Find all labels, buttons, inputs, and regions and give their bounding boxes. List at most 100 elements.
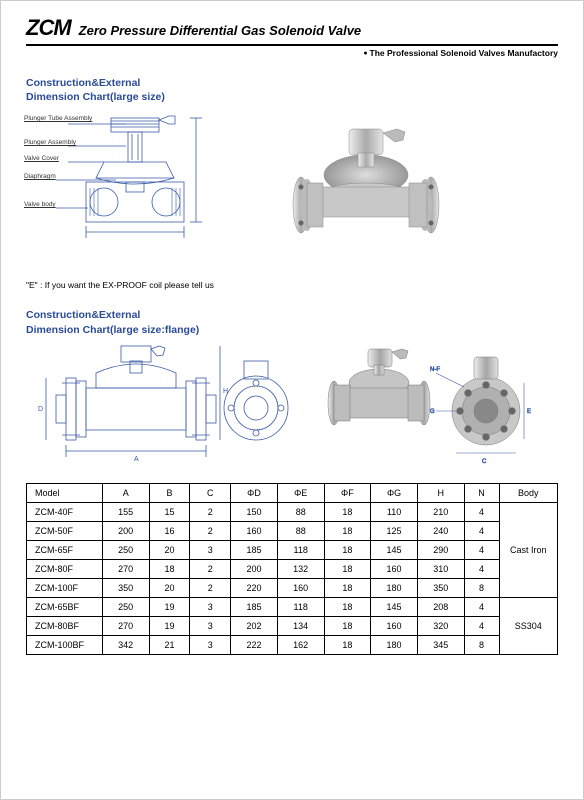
table-cell: 345 (417, 635, 464, 654)
table-cell: 342 (102, 635, 149, 654)
col-n: N (464, 483, 499, 502)
header-row: ZCM Zero Pressure Differential Gas Solen… (26, 15, 558, 41)
svg-text:G: G (430, 409, 435, 415)
section1-heading: Construction&External Dimension Chart(la… (26, 76, 558, 104)
divider (26, 44, 558, 46)
table-cell: 118 (277, 540, 324, 559)
logo: ZCM (26, 15, 71, 41)
valve-photo-large (256, 110, 466, 270)
table-cell: 202 (231, 616, 278, 635)
table-cell: 88 (277, 521, 324, 540)
dimension-table: Model A B C ΦD ΦE ΦF ΦG H N Body ZCM-40F… (26, 483, 558, 655)
table-row: ZCM-80F270182200132181603104 (27, 559, 558, 578)
table-cell: 145 (371, 597, 418, 616)
col-e: ΦE (277, 483, 324, 502)
label-valve-cover: Valve Cover (24, 155, 59, 162)
table-cell: 2 (190, 559, 231, 578)
table-cell: 134 (277, 616, 324, 635)
col-h: H (417, 483, 464, 502)
table-cell: ZCM-100F (27, 578, 103, 597)
heading-text: Construction&External (26, 77, 140, 89)
table-cell: 180 (371, 578, 418, 597)
table-cell: 180 (371, 635, 418, 654)
table-cell: 160 (277, 578, 324, 597)
table-cell: 200 (231, 559, 278, 578)
table-cell: 8 (464, 635, 499, 654)
table-cell: ZCM-50F (27, 521, 103, 540)
table-cell: ZCM-65F (27, 540, 103, 559)
table-cell: 20 (149, 540, 190, 559)
svg-text:A: A (134, 456, 139, 463)
table-cell: 4 (464, 521, 499, 540)
body-material-cell: Cast Iron (499, 502, 557, 597)
tagline: The Professional Solenoid Valves Manufac… (26, 48, 558, 58)
table-cell: 160 (231, 521, 278, 540)
table-cell: 250 (102, 540, 149, 559)
table-cell: 350 (417, 578, 464, 597)
table-cell: 3 (190, 597, 231, 616)
col-model: Model (27, 483, 103, 502)
table-cell: 320 (417, 616, 464, 635)
table-cell: ZCM-100BF (27, 635, 103, 654)
table-cell: 18 (324, 521, 371, 540)
table-cell: 250 (102, 597, 149, 616)
table-cell: ZCM-65BF (27, 597, 103, 616)
table-row: ZCM-100BF342213222162181803458 (27, 635, 558, 654)
table-cell: 15 (149, 502, 190, 521)
col-b: B (149, 483, 190, 502)
table-cell: 8 (464, 578, 499, 597)
table-row: ZCM-80BF270193202134181603204 (27, 616, 558, 635)
label-plunger: Plunger Assembly (24, 139, 76, 146)
table-cell: 222 (231, 635, 278, 654)
table-cell: 18 (324, 502, 371, 521)
table-cell: 118 (277, 597, 324, 616)
table-cell: 3 (190, 616, 231, 635)
table-row: ZCM-65F250203185118181452904 (27, 540, 558, 559)
table-cell: 290 (417, 540, 464, 559)
svg-text:D: D (38, 406, 43, 413)
label-diaphragm: Diaphragm (24, 173, 56, 180)
table-row: ZCM-40F15515215088181102104Cast Iron (27, 502, 558, 521)
svg-text:N-F: N-F (430, 367, 440, 373)
upper-row: Plunger Tube Assembly Plunger Assembly V… (26, 110, 558, 270)
table-cell: 210 (417, 502, 464, 521)
col-f: ΦF (324, 483, 371, 502)
col-body: Body (499, 483, 557, 502)
table-cell: 18 (324, 597, 371, 616)
table-cell: 350 (102, 578, 149, 597)
table-cell: 200 (102, 521, 149, 540)
table-cell: ZCM-80F (27, 559, 103, 578)
table-cell: 4 (464, 616, 499, 635)
table-body: ZCM-40F15515215088181102104Cast IronZCM-… (27, 502, 558, 654)
svg-text:H: H (223, 388, 228, 395)
table-cell: 132 (277, 559, 324, 578)
section2-heading: Construction&External Dimension Chart(la… (26, 308, 558, 336)
table-cell: 4 (464, 540, 499, 559)
table-cell: 155 (102, 502, 149, 521)
table-cell: 160 (371, 559, 418, 578)
table-cell: 4 (464, 502, 499, 521)
heading-text: Dimension Chart(large size:flange) (26, 324, 199, 336)
table-cell: 88 (277, 502, 324, 521)
table-cell: 185 (231, 597, 278, 616)
table-cell: 185 (231, 540, 278, 559)
table-cell: ZCM-40F (27, 502, 103, 521)
table-cell: 310 (417, 559, 464, 578)
product-title: Zero Pressure Differential Gas Solenoid … (79, 23, 362, 38)
col-g: ΦG (371, 483, 418, 502)
table-cell: 150 (231, 502, 278, 521)
table-header-row: Model A B C ΦD ΦE ΦF ΦG H N Body (27, 483, 558, 502)
table-cell: 270 (102, 616, 149, 635)
table-row: ZCM-65BF250193185118181452084SS304 (27, 597, 558, 616)
table-cell: 240 (417, 521, 464, 540)
table-cell: 160 (371, 616, 418, 635)
table-cell: 110 (371, 502, 418, 521)
table-cell: 2 (190, 521, 231, 540)
table-cell: ZCM-80BF (27, 616, 103, 635)
valve-photo-flange: N-F G E C (306, 343, 536, 473)
table-cell: 3 (190, 540, 231, 559)
heading-text: Dimension Chart(large size) (26, 91, 165, 103)
table-cell: 16 (149, 521, 190, 540)
construction-diagram: Plunger Tube Assembly Plunger Assembly V… (26, 110, 216, 260)
flange-dimension-diagram: A D H (26, 343, 296, 473)
